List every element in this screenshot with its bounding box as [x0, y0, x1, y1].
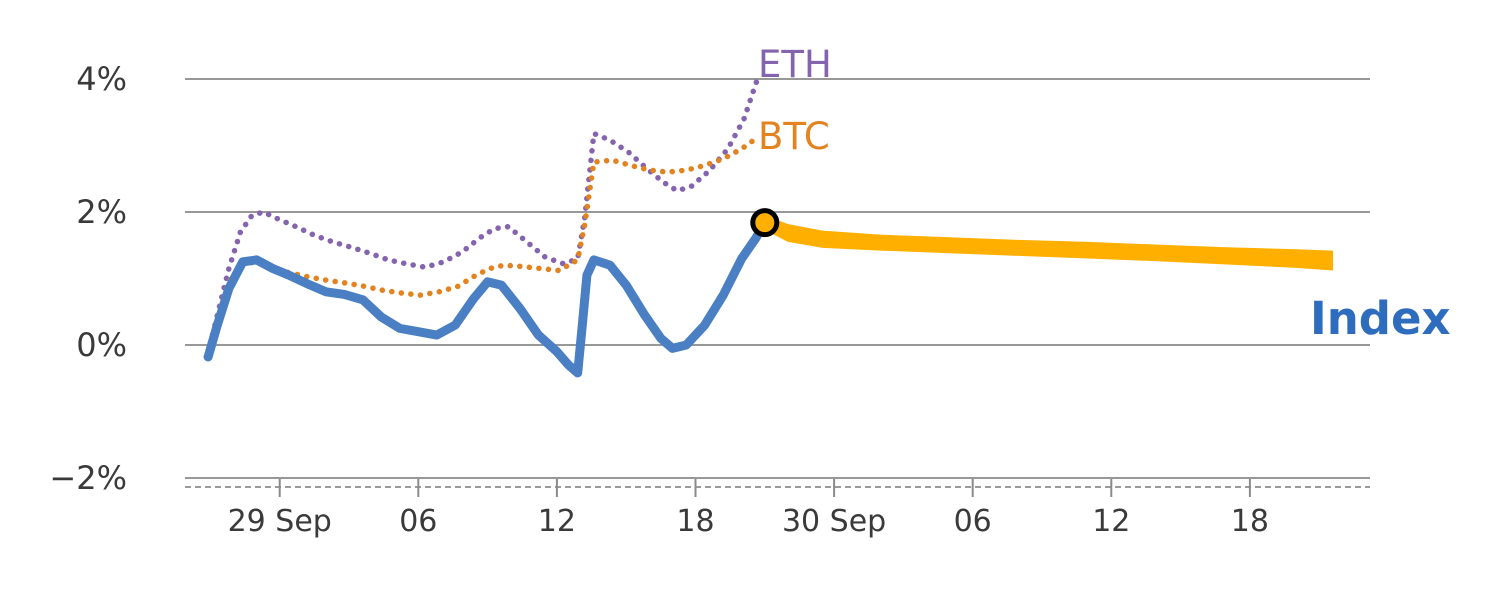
x-tick-label: 29 Sep: [228, 504, 332, 539]
y-tick-label: −2%: [49, 459, 127, 497]
index-line: [203, 218, 770, 378]
btc-series-label: BTC: [758, 115, 830, 158]
x-tick-label: 18: [676, 504, 714, 539]
x-tick-label: 06: [954, 504, 992, 539]
x-tick-label: 06: [399, 504, 437, 539]
forecast-band: [764, 215, 1334, 271]
eth-line: [205, 74, 761, 356]
x-tick-label: 30 Sep: [782, 504, 886, 539]
x-tick-label: 12: [538, 504, 576, 539]
eth-series-label: ETH: [758, 43, 832, 86]
current-value-marker: [750, 208, 780, 238]
x-tick-label: 18: [1231, 504, 1269, 539]
y-tick-label: 2%: [76, 193, 127, 231]
x-tick-label: 12: [1092, 504, 1130, 539]
index-series-label: Index: [1310, 292, 1451, 345]
btc-line: [205, 136, 759, 356]
y-tick-label: 0%: [76, 326, 127, 364]
y-tick-label: 4%: [76, 60, 127, 98]
